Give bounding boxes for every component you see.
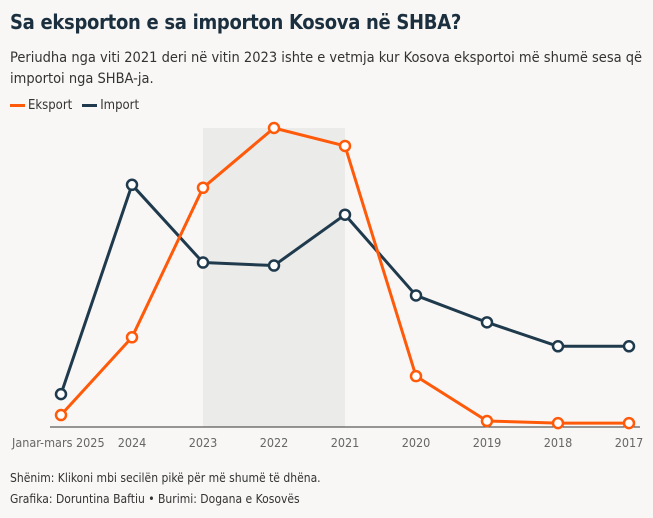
data-point-import[interactable] [196, 256, 210, 269]
x-tick-label: 2024 [118, 435, 147, 450]
highlight-band [203, 128, 345, 427]
x-tick-label: 2017 [615, 435, 644, 450]
legend-item-eksport: Eksport [10, 98, 72, 113]
x-tick-label: 2021 [331, 435, 360, 450]
x-tick-label: Janar-mars 2025 [11, 435, 105, 450]
x-tick-label: 2023 [189, 435, 218, 450]
data-point-eksport[interactable] [54, 408, 68, 422]
legend-item-import: Import [82, 98, 139, 113]
data-point-import[interactable] [480, 316, 494, 329]
data-point-import[interactable] [551, 340, 565, 353]
data-point-import[interactable] [267, 259, 281, 272]
data-point-eksport[interactable] [267, 121, 281, 135]
chart-title: Sa eksporton e sa importon Kosova në SHB… [10, 10, 461, 34]
data-point-import[interactable] [338, 208, 352, 221]
x-tick-label: 2022 [260, 435, 289, 450]
x-tick-label: 2019 [473, 435, 502, 450]
legend: Eksport Import [10, 98, 139, 113]
data-point-import[interactable] [409, 289, 423, 302]
data-point-import[interactable] [622, 340, 636, 353]
data-point-eksport[interactable] [338, 139, 352, 153]
note: Shënim: Klikoni mbi secilën pikë për më … [10, 471, 321, 485]
data-point-eksport[interactable] [409, 369, 423, 383]
chart-subtitle: Periudha nga viti 2021 deri në vitin 202… [10, 50, 643, 87]
data-point-import[interactable] [125, 178, 139, 192]
credit: Grafika: Doruntina Baftiu • Burimi: Doga… [10, 492, 300, 506]
data-point-eksport[interactable] [196, 181, 210, 195]
data-point-eksport[interactable] [125, 331, 139, 344]
data-point-eksport[interactable] [480, 414, 494, 428]
x-tick-label: 2018 [544, 435, 573, 450]
data-point-import[interactable] [54, 387, 68, 401]
data-point-eksport[interactable] [622, 416, 636, 430]
data-point-eksport[interactable] [551, 416, 565, 430]
x-tick-label: 2020 [402, 435, 431, 450]
